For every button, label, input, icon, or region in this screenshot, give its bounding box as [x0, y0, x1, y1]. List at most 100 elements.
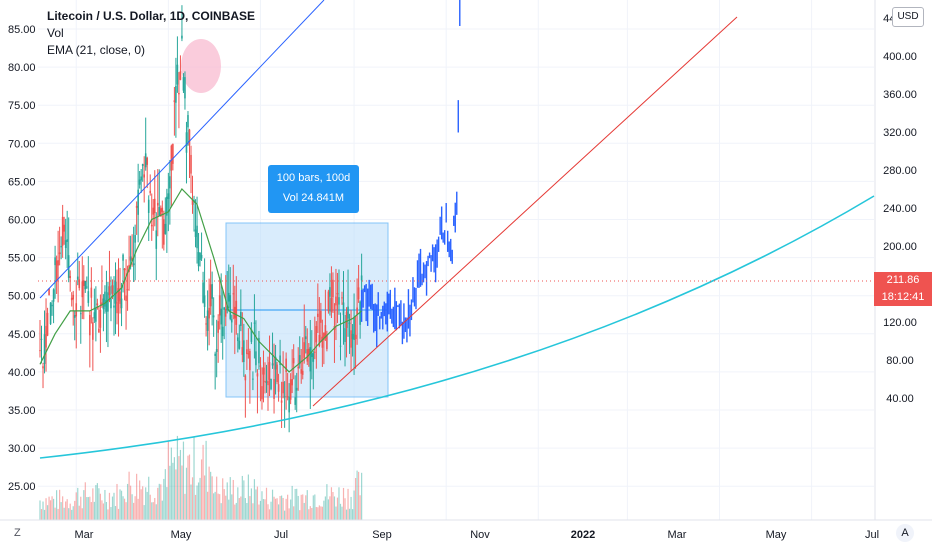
- candle-body: [96, 303, 99, 306]
- candle-body: [240, 312, 242, 327]
- candle-body: [311, 353, 313, 358]
- candle-body: [51, 304, 53, 307]
- candle-body: [323, 332, 325, 341]
- volume-bar: [332, 492, 334, 520]
- candle-body: [227, 292, 230, 302]
- candle-body: [237, 337, 239, 342]
- candle-body: [101, 302, 103, 305]
- candle-body: [261, 386, 263, 400]
- volume-bar: [187, 455, 189, 520]
- cyan-curve: [39, 195, 875, 459]
- volume-bar: [318, 505, 320, 520]
- blue-trendline: [39, 0, 325, 299]
- candle-body: [149, 190, 152, 194]
- symbol-title[interactable]: Litecoin / U.S. Dollar, 1D, COINBASE: [47, 9, 256, 23]
- volume-bar: [290, 499, 292, 520]
- candle-body: [178, 92, 180, 95]
- x-axis-tick: Nov: [470, 529, 490, 541]
- volume-bar: [128, 471, 130, 520]
- x-axis-tick: Jul: [865, 529, 879, 541]
- ema-indicator-label[interactable]: EMA (21, close, 0): [47, 43, 146, 57]
- volume-bar: [63, 507, 65, 520]
- volume-bar: [116, 483, 118, 520]
- candle-body: [286, 396, 289, 398]
- volume-bar: [317, 507, 319, 520]
- vol-indicator-label[interactable]: Vol: [47, 26, 64, 40]
- candle-body: [197, 252, 200, 267]
- candle-body: [66, 239, 68, 242]
- candle-body: [309, 347, 312, 372]
- left-axis-tick: 70.00: [8, 138, 36, 150]
- volume-bar: [350, 496, 352, 520]
- candle-body: [84, 280, 87, 290]
- right-axis-tick: 360.00: [883, 89, 917, 101]
- volume-bar: [359, 495, 361, 520]
- right-axis-tick: 320.00: [883, 127, 917, 139]
- volume-bar: [57, 508, 59, 520]
- volume-bar: [184, 493, 186, 520]
- candle-body: [48, 288, 50, 295]
- x-axis-tick: 2022: [571, 529, 595, 541]
- volume-bar: [226, 482, 228, 520]
- volume-bar: [268, 509, 271, 520]
- candle-body: [55, 260, 58, 282]
- candle-body: [190, 154, 192, 174]
- volume-bar: [86, 497, 88, 520]
- volume-bars: [39, 435, 363, 520]
- left-axis-tick: 40.00: [8, 367, 36, 379]
- candle-body: [317, 313, 319, 317]
- volume-bar: [202, 444, 204, 520]
- right-axis-tick: 280.00: [883, 165, 917, 177]
- volume-bar: [197, 482, 200, 520]
- candle-body: [172, 144, 174, 164]
- volume-bar: [133, 502, 135, 520]
- volume-bar: [311, 507, 313, 520]
- candle-body: [185, 132, 188, 153]
- left-axis-tick: 50.00: [8, 291, 36, 303]
- volume-bar: [324, 496, 326, 520]
- candle-body: [60, 245, 62, 248]
- timezone-button[interactable]: Z: [14, 527, 21, 539]
- x-axis-tick: May: [766, 529, 787, 541]
- volume-bar: [240, 496, 242, 520]
- volume-bar: [285, 498, 287, 520]
- candle-body: [57, 260, 59, 266]
- candle-body: [156, 202, 159, 206]
- candle-body: [176, 64, 179, 85]
- candle-body: [232, 293, 235, 295]
- candle-body: [306, 349, 309, 362]
- candle-body: [351, 333, 354, 340]
- volume-bar: [65, 501, 67, 520]
- candle-body: [253, 322, 256, 324]
- volume-bar: [66, 499, 68, 520]
- candle-body: [170, 145, 173, 171]
- volume-bar: [167, 441, 169, 520]
- volume-bar: [306, 490, 308, 520]
- volume-bar: [291, 485, 293, 520]
- volume-bar: [277, 504, 280, 520]
- right-axis-tick: 400.00: [883, 51, 917, 63]
- candle-body: [76, 276, 79, 280]
- volume-bar: [249, 496, 251, 520]
- currency-badge[interactable]: USD: [892, 7, 924, 27]
- candle-body: [67, 255, 70, 278]
- candle-body: [214, 353, 216, 356]
- right-axis-tick: 240.00: [883, 203, 917, 215]
- candle-body: [119, 291, 121, 304]
- candle-body: [243, 340, 245, 363]
- candle-body: [73, 315, 76, 318]
- auto-scale-button[interactable]: A: [896, 524, 914, 542]
- x-axis-tick: May: [171, 529, 192, 541]
- candle-body: [203, 295, 206, 307]
- volume-bar: [229, 477, 231, 520]
- volume-bar: [126, 483, 129, 520]
- candle-body: [215, 349, 218, 353]
- volume-bar: [142, 486, 144, 520]
- volume-bar: [287, 494, 289, 520]
- candle-body: [244, 375, 247, 381]
- candle-body: [70, 297, 73, 301]
- volume-bar: [200, 459, 203, 520]
- volume-bar: [163, 478, 165, 520]
